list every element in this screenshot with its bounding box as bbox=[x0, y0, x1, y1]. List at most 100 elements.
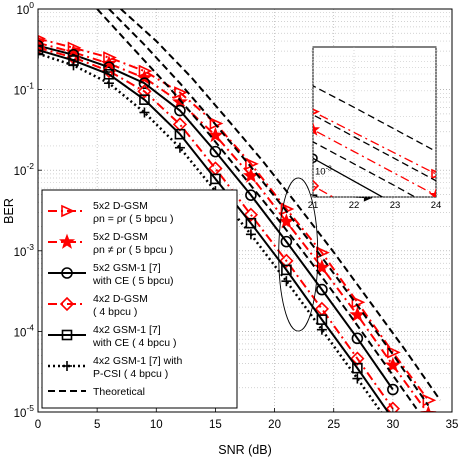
series-line bbox=[38, 41, 429, 412]
legend-label: 5x2 GSM-1 [7] bbox=[93, 262, 161, 274]
legend-box bbox=[41, 189, 238, 409]
legend-label: 4x2 GSM-1 [7] with bbox=[93, 355, 182, 367]
marker-circle bbox=[387, 383, 399, 396]
x-tick-label: 25 bbox=[327, 419, 340, 431]
y-tick-label: 100 bbox=[16, 0, 34, 17]
marker-plus bbox=[316, 324, 327, 335]
marker-square bbox=[316, 314, 328, 325]
zoom-ellipse bbox=[278, 177, 319, 332]
marker-circle bbox=[316, 283, 328, 296]
legend-entry-6: Theoretical bbox=[48, 386, 145, 398]
marker-plus bbox=[62, 361, 72, 371]
marker-circle bbox=[138, 77, 151, 90]
marker-circle bbox=[351, 332, 364, 345]
marker-diamond bbox=[137, 84, 152, 99]
marker-star bbox=[207, 127, 224, 143]
marker-star bbox=[428, 187, 436, 197]
inset-y-tick-label: 10-3 bbox=[315, 165, 332, 177]
inset-series-2 bbox=[313, 153, 384, 197]
marker-triangle bbox=[422, 393, 437, 407]
marker-diamond bbox=[385, 401, 400, 412]
inset-series-layer bbox=[313, 85, 436, 197]
marker-plus bbox=[352, 373, 363, 384]
y-tick-label: 10-1 bbox=[14, 81, 35, 98]
x-axis: 0 5 10 15 20 25 30 35 bbox=[35, 408, 459, 431]
legend-label: ( 4 bpcu ) bbox=[93, 306, 137, 318]
legend-label: 4x2 D-GSM bbox=[93, 293, 148, 305]
marker-circle bbox=[209, 145, 222, 158]
y-tick-label: 10-3 bbox=[14, 242, 35, 259]
marker-star bbox=[136, 69, 153, 85]
legend-label: 5x2 D-GSM bbox=[93, 200, 148, 212]
marker-diamond bbox=[59, 296, 75, 312]
marker-square bbox=[61, 329, 73, 341]
marker-plus bbox=[281, 276, 292, 287]
series-line bbox=[38, 37, 430, 401]
marker-plus bbox=[68, 60, 79, 71]
marker-diamond bbox=[243, 207, 259, 222]
inset-series-3 bbox=[313, 179, 335, 197]
series-line bbox=[38, 44, 394, 391]
y-axis-title: BER bbox=[2, 198, 16, 224]
legend-label: ρn ≠ ρr ( 5 bpcu ) bbox=[93, 244, 173, 256]
legend-label: with CE ( 4 bpcu ) bbox=[92, 337, 176, 349]
marker-diamond bbox=[313, 179, 320, 192]
marker-plus bbox=[174, 142, 185, 153]
marker-triangle bbox=[387, 346, 401, 359]
marker-circle bbox=[103, 61, 115, 73]
marker-square bbox=[38, 44, 44, 56]
x-tick-label: 20 bbox=[268, 419, 281, 431]
y-tick-label: 10-5 bbox=[14, 403, 35, 420]
x-tick-label: 10 bbox=[150, 419, 163, 431]
inset-frame bbox=[312, 46, 437, 198]
x-tick-label: 15 bbox=[209, 419, 222, 431]
inset-x-tick-label: 24 bbox=[431, 200, 442, 211]
marker-square bbox=[174, 128, 186, 140]
inset-series-1 bbox=[313, 122, 436, 197]
marker-diamond bbox=[350, 351, 365, 366]
inset-series-0 bbox=[313, 108, 436, 180]
legend-entry-3: 4x2 D-GSM( 4 bpcu ) bbox=[48, 293, 148, 318]
zoom-inset: 21 22 23 24 10-3 bbox=[308, 46, 442, 211]
marker-circle bbox=[245, 189, 257, 201]
marker-circle bbox=[174, 104, 186, 117]
series-8 bbox=[120, 9, 441, 401]
plot-frame bbox=[37, 8, 453, 413]
marker-square bbox=[352, 362, 363, 374]
legend-label: ρn = ρr ( 5 bpcu ) bbox=[93, 213, 174, 225]
legend-label: 5x2 D-GSM bbox=[93, 231, 148, 243]
marker-triangle bbox=[313, 108, 320, 115]
marker-star bbox=[58, 233, 76, 249]
legend-label: 4x2 GSM-1 [7] bbox=[93, 324, 161, 336]
marker-circle bbox=[313, 153, 318, 164]
marker-plus bbox=[139, 107, 150, 118]
series-layer bbox=[38, 9, 441, 412]
series-line bbox=[38, 46, 394, 410]
x-tick-label: 35 bbox=[446, 419, 459, 431]
series-line bbox=[120, 9, 441, 401]
y-tick-label: 10-2 bbox=[14, 161, 35, 178]
marker-square bbox=[245, 217, 257, 229]
marker-triangle bbox=[61, 204, 75, 218]
legend-label: with CE ( 5 bpcu) bbox=[92, 275, 174, 287]
marker-square bbox=[210, 173, 221, 185]
marker-star bbox=[278, 213, 295, 229]
legend-entry-4: 4x2 GSM-1 [7]with CE ( 4 bpcu ) bbox=[48, 324, 176, 349]
marker-plus bbox=[103, 78, 114, 89]
series-line bbox=[38, 49, 390, 412]
marker-star bbox=[313, 122, 321, 136]
marker-plus bbox=[38, 48, 43, 59]
x-tick-label: 30 bbox=[386, 419, 399, 431]
legend-label: Theoretical bbox=[93, 386, 145, 398]
series-5 bbox=[38, 48, 383, 412]
y-tick-label: 10-4 bbox=[14, 322, 35, 339]
marker-circle bbox=[280, 235, 293, 248]
x-tick-label: 0 bbox=[35, 419, 41, 431]
series-6 bbox=[96, 9, 418, 410]
x-axis-title: SNR (dB) bbox=[218, 443, 271, 457]
